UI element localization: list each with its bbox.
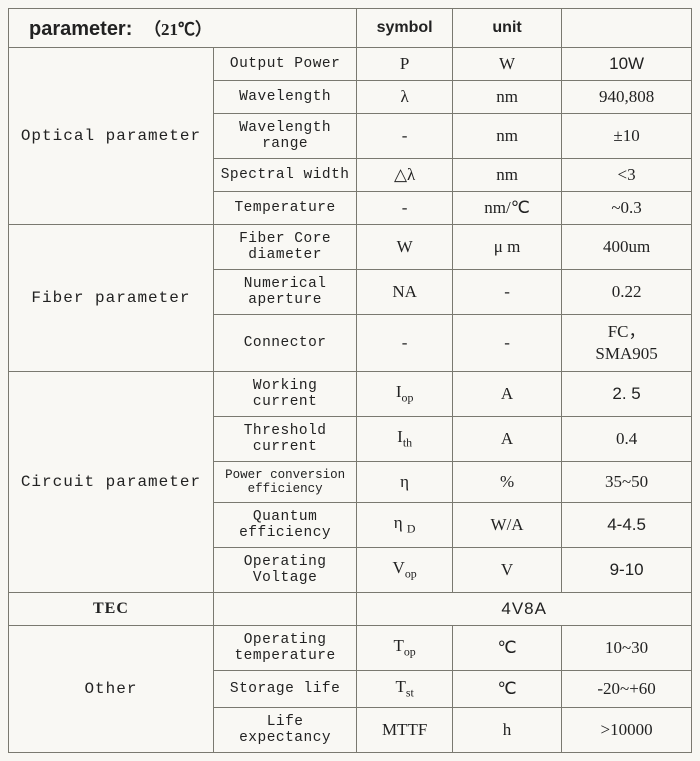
param-name: Life expectancy xyxy=(213,707,356,752)
param-unit: - xyxy=(452,315,561,372)
param-value: 2. 5 xyxy=(562,372,692,417)
param-value: ±10 xyxy=(562,114,692,159)
param-unit: ℃ xyxy=(452,626,561,671)
table-row: Circuit parameter Working current Iop A … xyxy=(9,372,692,417)
param-value: 4-4.5 xyxy=(562,503,692,548)
param-name: Fiber Core diameter xyxy=(213,225,356,270)
param-symbol: η D xyxy=(357,503,453,548)
param-name: Connector xyxy=(213,315,356,372)
table-row: Other Operating temperature Top ℃ 10~30 xyxy=(9,626,692,671)
param-value: 10W xyxy=(562,48,692,81)
category-fiber: Fiber parameter xyxy=(9,225,214,372)
header-title: parameter: xyxy=(29,18,132,40)
category-other: Other xyxy=(9,626,214,752)
param-symbol: - xyxy=(357,315,453,372)
param-symbol: W xyxy=(357,225,453,270)
param-unit: ℃ xyxy=(452,671,561,707)
category-circuit: Circuit parameter xyxy=(9,372,214,593)
param-value: 0.22 xyxy=(562,270,692,315)
param-name: Output Power xyxy=(213,48,356,81)
table-row: Fiber parameter Fiber Core diameter W μ … xyxy=(9,225,692,270)
param-name: Quantum efficiency xyxy=(213,503,356,548)
param-name: Storage life xyxy=(213,671,356,707)
param-name: Temperature xyxy=(213,192,356,225)
param-symbol: - xyxy=(357,114,453,159)
param-unit: W/A xyxy=(452,503,561,548)
tec-blank xyxy=(213,593,356,626)
header-unit: unit xyxy=(452,9,561,48)
param-value: -20~+60 xyxy=(562,671,692,707)
param-unit: nm xyxy=(452,159,561,192)
param-value: 35~50 xyxy=(562,462,692,503)
param-value: 400um xyxy=(562,225,692,270)
param-symbol: Iop xyxy=(357,372,453,417)
table-row: TEC 4V8A xyxy=(9,593,692,626)
param-symbol: λ xyxy=(357,81,453,114)
tec-value: 4V8A xyxy=(357,593,692,626)
param-unit: A xyxy=(452,417,561,462)
param-value: 940,808 xyxy=(562,81,692,114)
param-unit: - xyxy=(452,270,561,315)
param-symbol: MTTF xyxy=(357,707,453,752)
category-optical: Optical parameter xyxy=(9,48,214,225)
table-row: Optical parameter Output Power P W 10W xyxy=(9,48,692,81)
param-symbol: Vop xyxy=(357,548,453,593)
param-symbol: - xyxy=(357,192,453,225)
param-value: <3 xyxy=(562,159,692,192)
param-name: Wavelength range xyxy=(213,114,356,159)
param-unit: A xyxy=(452,372,561,417)
param-name: Numerical aperture xyxy=(213,270,356,315)
param-symbol: △λ xyxy=(357,159,453,192)
header-title-cell: parameter: （21℃） xyxy=(9,9,357,48)
param-value: 10~30 xyxy=(562,626,692,671)
param-unit: nm xyxy=(452,81,561,114)
param-name: Spectral width xyxy=(213,159,356,192)
param-symbol: η xyxy=(357,462,453,503)
param-unit: h xyxy=(452,707,561,752)
header-value-blank xyxy=(562,9,692,48)
spec-table: parameter: （21℃） symbol unit Optical par… xyxy=(8,8,692,753)
param-symbol: Top xyxy=(357,626,453,671)
param-name: Wavelength xyxy=(213,81,356,114)
param-unit: nm/℃ xyxy=(452,192,561,225)
category-tec: TEC xyxy=(9,593,214,626)
header-symbol: symbol xyxy=(357,9,453,48)
param-symbol: NA xyxy=(357,270,453,315)
param-unit: % xyxy=(452,462,561,503)
param-unit: V xyxy=(452,548,561,593)
header-row: parameter: （21℃） symbol unit xyxy=(9,9,692,48)
header-note: （21℃） xyxy=(144,20,212,39)
param-value: 9-10 xyxy=(562,548,692,593)
param-unit: W xyxy=(452,48,561,81)
param-unit: nm xyxy=(452,114,561,159)
param-value: >10000 xyxy=(562,707,692,752)
param-name: Power conversion efficiency xyxy=(213,462,356,503)
param-symbol: Ith xyxy=(357,417,453,462)
param-name: Operating temperature xyxy=(213,626,356,671)
param-value: ~0.3 xyxy=(562,192,692,225)
param-symbol: Tst xyxy=(357,671,453,707)
param-unit: μ m xyxy=(452,225,561,270)
param-value: 0.4 xyxy=(562,417,692,462)
param-name: Operating Voltage xyxy=(213,548,356,593)
param-name: Threshold current xyxy=(213,417,356,462)
param-name: Working current xyxy=(213,372,356,417)
param-symbol: P xyxy=(357,48,453,81)
param-value: FC， SMA905 xyxy=(562,315,692,372)
